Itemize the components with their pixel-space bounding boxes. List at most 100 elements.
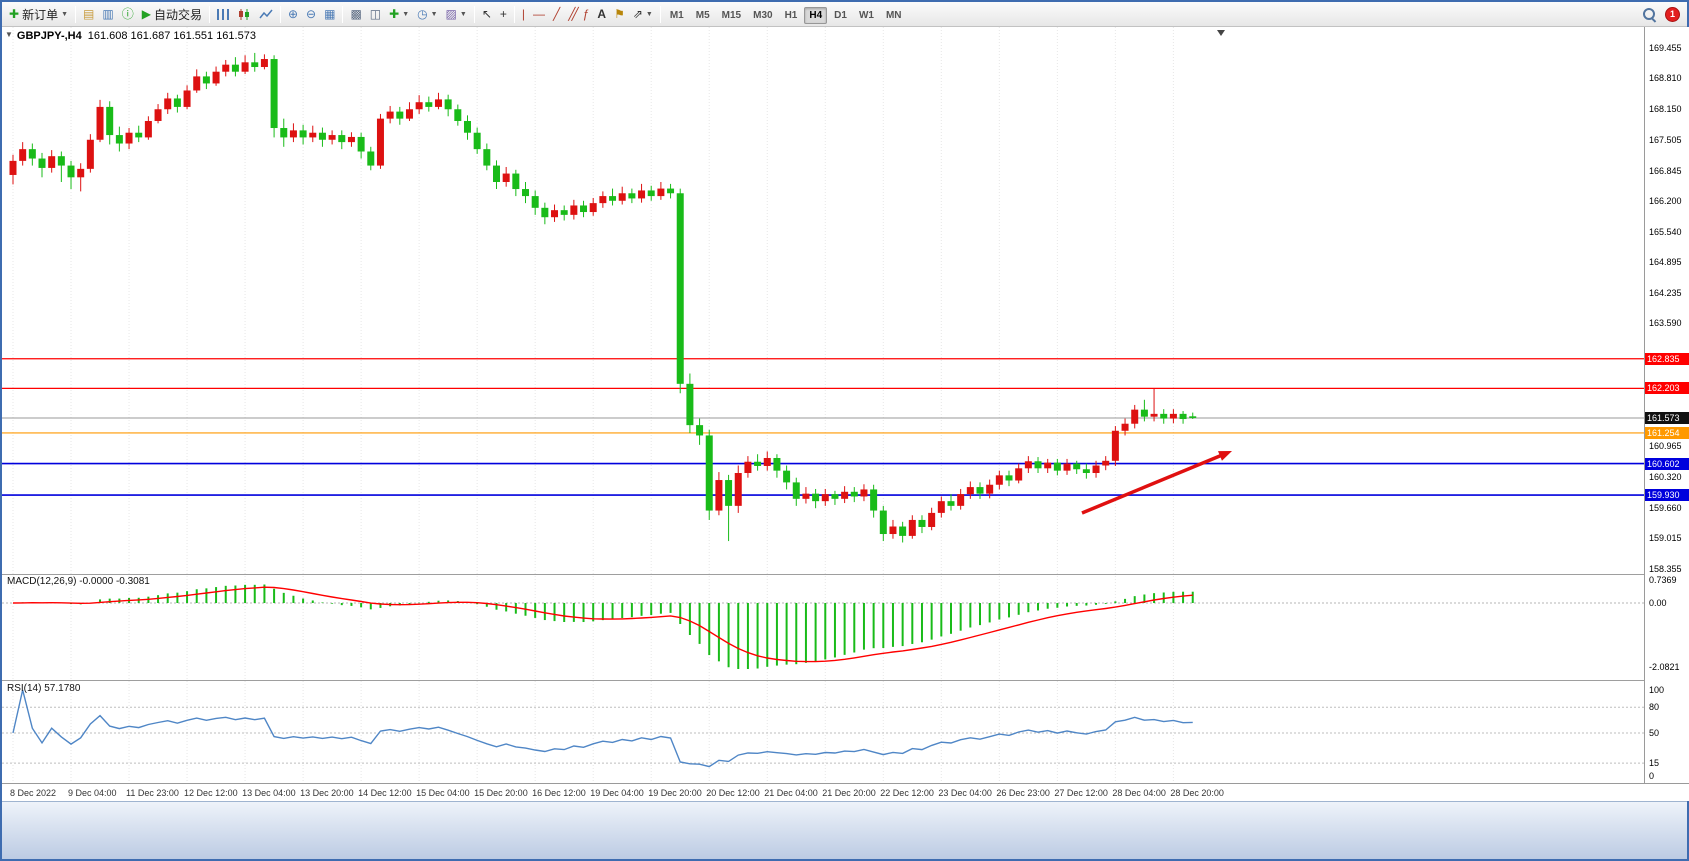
price-tag: 162.203 bbox=[1645, 382, 1689, 395]
time-label: 19 Dec 20:00 bbox=[648, 788, 702, 798]
timeframe-D1[interactable]: D1 bbox=[834, 10, 847, 21]
time-label: 9 Dec 04:00 bbox=[68, 788, 117, 798]
profiles-button[interactable]: ▥ bbox=[98, 4, 117, 25]
symbol-period-label: GBPJPY-,H4 bbox=[16, 30, 82, 42]
price-tag: 159.930 bbox=[1645, 489, 1689, 502]
search-icon[interactable] bbox=[1642, 7, 1657, 22]
tile-windows-icon: ▦ bbox=[324, 7, 336, 21]
time-label: 8 Dec 2022 bbox=[10, 788, 57, 798]
cursor-icon: ↖ bbox=[481, 7, 492, 21]
grid-lines bbox=[12, 27, 1174, 783]
toolbar-separator bbox=[473, 5, 475, 23]
time-label: 19 Dec 04:00 bbox=[590, 788, 644, 798]
timeframe-W1[interactable]: W1 bbox=[858, 10, 874, 21]
timeframe-H1[interactable]: H1 bbox=[784, 10, 798, 21]
bar-chart-icon bbox=[216, 8, 229, 20]
channel-button[interactable]: ╱╱ bbox=[564, 4, 579, 25]
toolbar-separator bbox=[75, 5, 77, 23]
candlestick-chart-button[interactable] bbox=[233, 4, 255, 25]
axis-tick: 166.845 bbox=[1649, 165, 1682, 176]
macd-histogram bbox=[21, 584, 1194, 669]
zoom-out-button[interactable]: ⊖ bbox=[302, 4, 320, 25]
tile-vertical-button[interactable]: ◫ bbox=[366, 4, 385, 25]
axis-tick: 164.895 bbox=[1649, 257, 1682, 268]
chart-area: ▼ GBPJPY-,H4 161.608 161.687 161.551 161.5… bbox=[2, 27, 1689, 801]
time-label: 26 Dec 23:00 bbox=[996, 788, 1050, 798]
rsi-header: RSI(14) 57.1780 bbox=[7, 683, 81, 694]
price-tag: 161.254 bbox=[1645, 426, 1689, 439]
timeframe-M5[interactable]: M5 bbox=[695, 10, 710, 21]
cascade-windows-button[interactable]: ▩ bbox=[346, 4, 365, 25]
flag-icon: ⚑ bbox=[614, 7, 625, 21]
chart-plot[interactable] bbox=[2, 27, 1644, 783]
text-icon: A bbox=[597, 7, 607, 21]
time-label: 28 Dec 04:00 bbox=[1112, 788, 1166, 798]
charts-window-button[interactable]: ▤ bbox=[79, 4, 98, 25]
indicators-button[interactable]: ✚ ▼ bbox=[385, 4, 413, 25]
price-tag: 160.602 bbox=[1645, 457, 1689, 470]
crosshair-button[interactable]: + bbox=[496, 4, 511, 25]
vertical-line-icon: | bbox=[521, 7, 526, 21]
one-click-trading-toggle[interactable]: ▼ bbox=[5, 30, 13, 39]
profiles-icon: ▥ bbox=[102, 7, 114, 21]
clock-icon: ◷ bbox=[417, 7, 428, 21]
auto-trading-button[interactable]: ▶ 自动交易 bbox=[138, 4, 206, 25]
axis-tick: 165.540 bbox=[1649, 226, 1682, 237]
toolbar-separator bbox=[208, 5, 210, 23]
vertical-line-button[interactable]: | bbox=[518, 4, 529, 25]
tile-vertical-icon: ◫ bbox=[369, 7, 382, 21]
axis-tick: 50 bbox=[1649, 728, 1660, 738]
toolbar-separator bbox=[659, 5, 661, 23]
time-label: 27 Dec 12:00 bbox=[1054, 788, 1108, 798]
chevron-down-icon: ▼ bbox=[459, 10, 467, 18]
arrows-button[interactable]: ⇗ ▼ bbox=[629, 4, 657, 25]
data-window-button[interactable]: ⓘ bbox=[118, 4, 138, 25]
chart-shift-marker-icon[interactable] bbox=[1217, 30, 1225, 36]
channel-icon: ╱╱ bbox=[568, 7, 579, 21]
timeframe-M15[interactable]: M15 bbox=[721, 10, 742, 21]
new-order-button[interactable]: ✚ 新订单 ▼ bbox=[5, 4, 72, 25]
cursor-button[interactable]: ↖ bbox=[478, 4, 496, 25]
timeframe-M30[interactable]: M30 bbox=[753, 10, 773, 21]
timeframe-MN[interactable]: MN bbox=[885, 10, 902, 21]
chevron-down-icon: ▼ bbox=[402, 10, 410, 18]
axis-tick: 163.590 bbox=[1649, 318, 1682, 329]
line-chart-icon bbox=[259, 9, 273, 18]
auto-trading-label: 自动交易 bbox=[153, 7, 202, 22]
notification-badge[interactable]: 1 bbox=[1665, 6, 1680, 22]
axis-tick: 169.455 bbox=[1649, 43, 1682, 53]
text-button[interactable]: A bbox=[593, 4, 610, 25]
chart-title: ▼ GBPJPY-,H4 161.608 161.687 161.551 161.5… bbox=[5, 30, 256, 42]
axis-tick: 100 bbox=[1649, 685, 1665, 695]
trend-arrow-annotation[interactable] bbox=[1081, 451, 1228, 515]
periods-button[interactable]: ◷ ▼ bbox=[413, 4, 441, 25]
fibonacci-button[interactable]: ƒ bbox=[579, 4, 594, 25]
price-axis[interactable]: 169.455 168.810 168.150 167.505 166.845 166.2… bbox=[1644, 27, 1689, 783]
info-icon: ⓘ bbox=[121, 7, 134, 21]
horizontal-line-button[interactable]: — bbox=[529, 4, 549, 25]
timeframe-M1[interactable]: M1 bbox=[669, 10, 684, 21]
panel-divider[interactable] bbox=[2, 574, 1689, 575]
axis-tick: 0.00 bbox=[1649, 598, 1667, 608]
zoom-in-button[interactable]: ⊕ bbox=[284, 4, 302, 25]
time-label: 28 Dec 20:00 bbox=[1170, 788, 1224, 798]
trend-arrow-head bbox=[1218, 451, 1232, 461]
timeframe-group: M1 M5 M15 M30 H1 H4 D1 W1 MN bbox=[664, 7, 908, 24]
trendline-button[interactable]: ╱ bbox=[549, 4, 564, 25]
axis-tick: 160.965 bbox=[1649, 441, 1682, 452]
trendline-icon: ╱ bbox=[553, 7, 561, 21]
time-label: 21 Dec 04:00 bbox=[764, 788, 818, 798]
time-label: 16 Dec 12:00 bbox=[532, 788, 586, 798]
axis-tick: 160.320 bbox=[1649, 471, 1682, 482]
time-axis[interactable]: 8 Dec 2022 9 Dec 04:00 11 Dec 23:00 12 Dec … bbox=[2, 783, 1689, 801]
axis-tick: 15 bbox=[1649, 758, 1660, 769]
text-label-button[interactable]: ⚑ bbox=[610, 4, 629, 25]
panel-divider[interactable] bbox=[2, 680, 1689, 681]
bar-chart-button[interactable] bbox=[213, 4, 233, 25]
templates-button[interactable]: ▨ ▼ bbox=[442, 4, 471, 25]
tile-windows-button[interactable]: ▦ bbox=[320, 4, 339, 25]
timeframe-H4[interactable]: H4 bbox=[804, 7, 828, 24]
line-chart-button[interactable] bbox=[255, 4, 277, 25]
horizontal-line-icon: — bbox=[533, 7, 546, 21]
